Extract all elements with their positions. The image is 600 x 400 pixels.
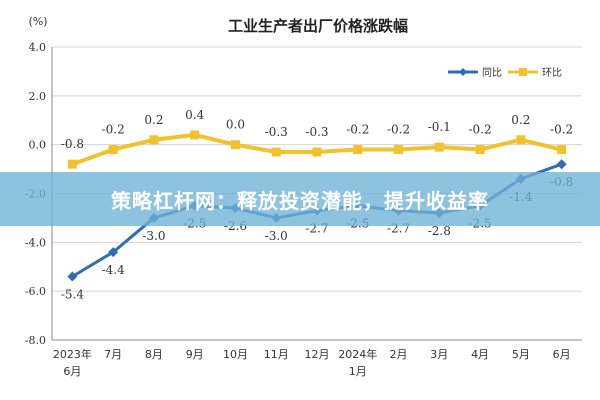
data-label: -0.2	[387, 123, 410, 137]
overlay-banner: 策略杠杆网：释放投资潜能，提升收益率	[0, 172, 600, 226]
data-label: 0.2	[144, 113, 163, 127]
legend-label: 环比	[542, 67, 562, 79]
data-label: -2.8	[428, 224, 451, 238]
banner-text: 策略杠杆网：释放投资潜能，提升收益率	[111, 188, 489, 213]
data-label: -0.2	[346, 123, 369, 137]
x-tick-label: 8月	[145, 348, 163, 361]
data-label: -3.0	[265, 229, 288, 243]
legend-label: 同比	[482, 67, 502, 79]
y-tick-label: -8.0	[25, 334, 46, 347]
data-point	[230, 140, 240, 150]
x-tick-label: 2月	[390, 348, 408, 361]
x-tick-label: 9月	[186, 348, 204, 361]
data-point	[67, 159, 77, 169]
data-point	[475, 145, 485, 155]
data-point	[516, 135, 526, 145]
x-tick-label: 11月	[264, 348, 289, 361]
x-tick-label: 2023年 6月	[53, 347, 92, 378]
data-label: -4.4	[102, 263, 126, 277]
data-label: 0.2	[511, 113, 530, 127]
legend-marker	[519, 68, 527, 76]
data-label: -0.2	[469, 123, 492, 137]
x-tick-label: 3月	[430, 348, 448, 361]
y-axis-unit: (%)	[28, 15, 47, 28]
data-label: -0.1	[428, 120, 451, 134]
x-tick-label: 6月	[553, 348, 571, 361]
data-label: -0.3	[265, 125, 288, 139]
data-point	[108, 145, 118, 155]
data-point	[108, 247, 119, 258]
x-tick-label: 12月	[305, 348, 330, 361]
data-point	[271, 147, 281, 157]
x-axis-ticks: 2023年 6月 7月 8月 9月 10月 11月 12月 2024年 1月 2月 3月 4月 5月 6月	[53, 347, 571, 378]
data-label: -5.4	[61, 288, 85, 302]
x-tick-label: 2024年 1月	[338, 347, 377, 378]
y-tick-label: 4.0	[29, 41, 47, 54]
data-point	[434, 142, 444, 152]
x-tick-label: 7月	[104, 348, 122, 361]
data-point	[67, 271, 78, 282]
x-tick-label: 4月	[471, 348, 489, 361]
data-point	[190, 130, 200, 140]
y-tick-label: -4.0	[25, 236, 46, 249]
data-point	[557, 145, 567, 155]
y-tick-label: -6.0	[25, 285, 46, 298]
data-label: -3.0	[142, 229, 165, 243]
data-point	[312, 147, 322, 157]
data-label: -0.3	[305, 125, 328, 139]
x-tick-label: 10月	[223, 348, 248, 361]
data-point	[556, 159, 567, 170]
data-label: 0.0	[226, 118, 245, 132]
legend: 同比 环比	[448, 67, 562, 79]
data-point	[149, 135, 159, 145]
data-label: 0.4	[185, 108, 204, 122]
data-label: -0.8	[61, 137, 84, 151]
data-point	[394, 145, 404, 155]
legend-marker	[459, 68, 467, 76]
y-tick-label: 2.0	[29, 90, 47, 103]
y-tick-label: 0.0	[29, 139, 47, 152]
data-label: -0.2	[102, 123, 125, 137]
data-label: -0.2	[550, 123, 573, 137]
chart-title: 工业生产者出厂价格涨跌幅	[228, 17, 408, 35]
x-tick-label: 5月	[512, 348, 530, 361]
data-point	[353, 145, 363, 155]
